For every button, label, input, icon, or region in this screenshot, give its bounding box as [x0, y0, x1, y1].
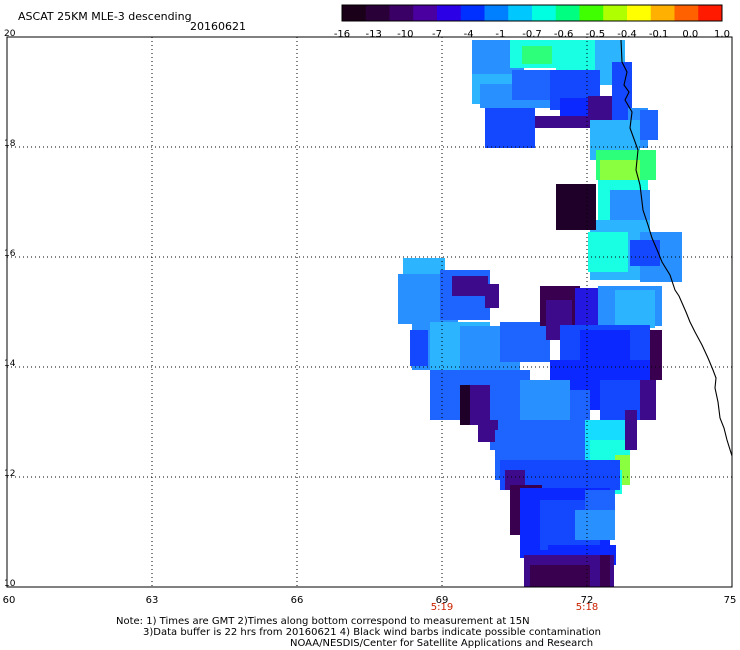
swath-cell: [610, 190, 650, 220]
lon-label: 72: [580, 595, 594, 606]
colorbar-label: -1: [495, 29, 506, 40]
swath-cell: [612, 62, 632, 122]
mle-swath: [398, 40, 682, 587]
colorbar-cell: [579, 5, 604, 21]
swath-cell: [650, 330, 662, 380]
swath-cell: [500, 322, 550, 362]
colorbar-cell: [389, 5, 414, 21]
colorbar-label: -4: [463, 29, 474, 40]
colorbar-label: -0.4: [617, 29, 637, 40]
swath-cell: [520, 380, 570, 420]
swath-cell: [636, 380, 656, 420]
swath-cell: [478, 420, 498, 442]
swath-cell: [485, 108, 535, 148]
plot-frame: [6, 36, 733, 588]
swath-cell: [556, 184, 596, 230]
swath-cell: [530, 565, 590, 587]
date-label: 20160621: [190, 20, 246, 33]
note-line-3: NOAA/NESDIS/Center for Satellite Applica…: [290, 638, 594, 649]
colorbar-cell: [437, 5, 462, 21]
swath-cell: [403, 258, 445, 278]
swath-cell: [585, 490, 615, 510]
swath-cell: [452, 276, 488, 296]
colorbar-cell: [674, 5, 699, 21]
colorbar-cell: [627, 5, 652, 21]
colorbar-label: 1.0: [714, 29, 730, 40]
coastline: [620, 39, 733, 457]
colorbar-label: -10: [397, 29, 414, 40]
colorbar-label: -16: [333, 29, 351, 40]
colorbar-label: -0.7: [522, 29, 542, 40]
swath-cell: [588, 232, 628, 272]
colorbar: [341, 4, 723, 22]
colorbar-label: -0.1: [648, 29, 669, 40]
swath-cell: [640, 110, 658, 140]
lon-label: 75: [723, 595, 737, 606]
note-line-1: Note: 1) Times are GMT 2)Times along bot…: [116, 616, 530, 627]
lat-label: 20: [4, 29, 16, 39]
swath-cell: [460, 385, 472, 425]
colorbar-label: -0.5: [585, 29, 606, 40]
colorbar-cell: [413, 5, 438, 21]
colorbar-cell: [460, 5, 485, 21]
colorbar-cell: [342, 5, 367, 21]
lon-label: 63: [145, 595, 159, 606]
colorbar-label: 0.0: [682, 29, 699, 40]
time-label: 5:19: [430, 602, 454, 613]
swath-cell: [535, 116, 590, 128]
colorbar-cell: [603, 5, 628, 21]
swath-cell: [615, 290, 655, 328]
swath-cell: [630, 240, 660, 266]
lon-label: 69: [435, 595, 449, 606]
colorbar-label: -0.6: [553, 29, 574, 40]
note-line-2: 3)Data buffer is 22 hrs from 20160621 4)…: [143, 627, 601, 638]
swath-cell: [485, 284, 499, 308]
swath-cell: [522, 46, 552, 64]
colorbar-cell: [698, 5, 723, 21]
lon-label: 66: [290, 595, 304, 606]
time-label: 5:18: [575, 602, 599, 613]
graticule: [7, 37, 732, 587]
colorbar-cell: [508, 5, 533, 21]
colorbar-cell: [555, 5, 580, 21]
swath-cell: [560, 98, 590, 116]
swath-cell: [625, 410, 637, 450]
lat-label: 16: [4, 249, 16, 259]
lon-label: 60: [2, 595, 16, 606]
colorbar-label: -7: [432, 29, 442, 40]
lat-label: 10: [4, 579, 16, 589]
lat-label: 18: [4, 139, 16, 149]
swath-cell: [410, 330, 428, 366]
colorbar-cell: [484, 5, 509, 21]
swath-cell: [600, 555, 610, 587]
colorbar-cell: [650, 5, 675, 21]
lat-label: 12: [4, 469, 16, 479]
swath-cell: [556, 40, 600, 70]
swath-cell: [575, 510, 615, 540]
colorbar-cell: [365, 5, 390, 21]
colorbar-label: -13: [365, 29, 382, 40]
colorbar-cell: [532, 5, 557, 21]
chart-title: ASCAT 25KM MLE-3 descending: [18, 10, 192, 23]
lat-label: 14: [4, 359, 16, 369]
swath-cell: [470, 385, 490, 425]
